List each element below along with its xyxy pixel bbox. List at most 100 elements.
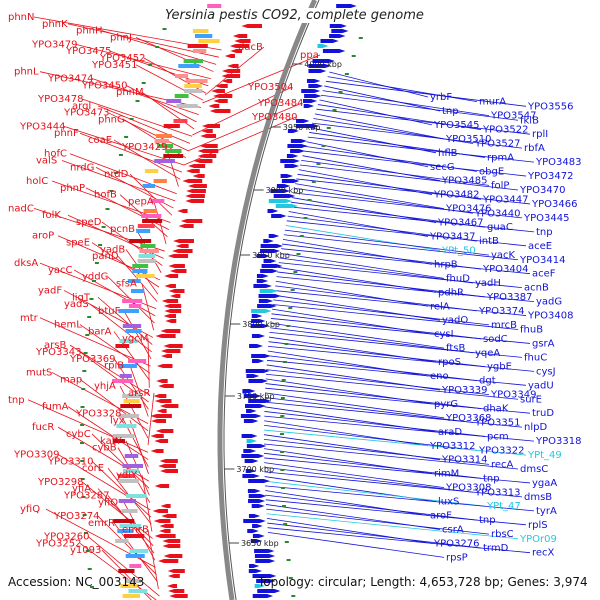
gene-label: yadO — [442, 315, 468, 326]
gene-label: YPO3467 — [437, 218, 483, 229]
label-line — [81, 481, 153, 539]
reverse-gene-arrow — [173, 239, 194, 243]
label-line — [87, 536, 160, 597]
label-line — [73, 269, 156, 317]
label-line — [117, 255, 158, 302]
reverse-gene-arrow — [201, 124, 221, 128]
reverse-gene-arrow — [169, 294, 181, 298]
label-line — [268, 341, 486, 368]
gc-marker — [155, 46, 160, 48]
gene-label: YPO3312 — [429, 441, 475, 452]
gene-label: barA — [88, 326, 112, 337]
gene-label: intB — [479, 236, 499, 247]
label-line — [316, 108, 531, 135]
reverse-gene-arrow — [241, 24, 263, 28]
label-line — [274, 290, 527, 316]
reverse-gene-arrow — [182, 179, 203, 183]
gene-label: mrcB — [491, 320, 517, 331]
gene-label: YPO3466 — [531, 199, 577, 210]
category-block — [173, 119, 188, 123]
gene-label: YPO3437 — [429, 232, 475, 243]
gene-label: phnG — [98, 115, 125, 126]
gene-label: yfiQ — [20, 504, 40, 515]
kbp-ticks: 4000 kbp 3950 kbp 3900 kbp 3850 kbp 3800 kbp… — [224, 60, 342, 548]
reverse-gene-arrow — [232, 34, 248, 38]
category-block — [122, 594, 140, 598]
gene-label: mtr — [20, 313, 39, 324]
category-block — [142, 219, 163, 223]
label-line — [265, 494, 478, 521]
gene-label: YPO3556 — [527, 101, 573, 112]
label-line — [97, 296, 153, 345]
label-line — [267, 527, 531, 554]
category-block — [166, 99, 182, 103]
gene-label: YPO3318 — [535, 436, 581, 447]
tick-label: 4000 kbp — [304, 60, 342, 69]
gene-label: yfiA — [72, 484, 91, 495]
gc-marker — [80, 478, 85, 480]
gene-label: phnL — [14, 67, 39, 78]
gene-label: speD — [76, 217, 102, 228]
forward-gene-arrow — [253, 284, 272, 288]
forward-gene-arrow — [248, 379, 268, 383]
gene-label: coaE — [88, 135, 112, 146]
label-line — [263, 443, 519, 470]
gene-label: eno — [430, 371, 449, 382]
category-block — [112, 439, 125, 443]
reverse-gene-arrow — [163, 304, 182, 308]
category-block — [115, 344, 130, 348]
label-line — [39, 317, 151, 367]
label-line — [285, 225, 441, 251]
category-block — [185, 79, 208, 83]
label-line — [69, 344, 150, 396]
reverse-gene-arrow — [154, 484, 170, 488]
reverse-gene-arrow — [180, 219, 203, 223]
category-block — [118, 309, 140, 313]
gene-label: truD — [532, 408, 554, 419]
category-block — [143, 209, 158, 213]
label-line — [311, 122, 523, 149]
gene-label: dacB — [238, 42, 263, 53]
gc-marker — [332, 109, 337, 111]
reverse-gene-arrow — [154, 439, 169, 443]
gene-label: YPO3339 — [441, 385, 487, 396]
label-line — [275, 285, 478, 312]
reverse-gene-arrow — [186, 189, 206, 193]
gene-label: YPO3470 — [519, 185, 565, 196]
forward-gene-arrow — [243, 394, 262, 398]
forward-gene-arrow — [304, 94, 322, 98]
forward-gene-arrow — [242, 389, 256, 393]
gene-label: acnB — [524, 283, 549, 294]
gene-label: corE — [82, 463, 104, 474]
forward-gene-arrow — [256, 579, 276, 583]
gene-label: YPO3504 — [247, 82, 293, 93]
gene-label: arsB — [44, 340, 66, 351]
gene-label: YPO3309 — [13, 449, 59, 460]
gene-label: folP — [491, 180, 509, 191]
category-block — [141, 214, 162, 218]
forward-gene-arrow — [290, 149, 306, 153]
forward-gene-arrow — [251, 354, 271, 358]
gene-label: YPO3483 — [535, 157, 581, 168]
label-line — [165, 146, 179, 187]
label-line — [295, 183, 445, 209]
category-block — [192, 29, 209, 33]
forward-gene-arrow — [251, 309, 272, 313]
forward-gene-arrow — [287, 144, 308, 148]
gene-label: YPO3473 — [63, 108, 109, 119]
gc-marker — [344, 73, 349, 75]
gene-label: secG — [430, 162, 455, 173]
forward-gene-arrow — [257, 589, 281, 593]
forward-gene-arrow — [267, 209, 279, 213]
gene-label: fklB — [520, 115, 539, 126]
category-block — [137, 259, 156, 263]
gene-label: hofB — [94, 190, 117, 201]
reverse-gene-arrow — [172, 249, 193, 253]
forward-gene-arrow — [248, 514, 261, 518]
forward-gene-arrow — [247, 529, 259, 533]
gene-label: emrB — [122, 525, 149, 536]
gc-marker — [280, 397, 285, 399]
gene-label: YPO3452 — [99, 53, 145, 64]
category-block — [119, 374, 132, 378]
category-block — [120, 404, 142, 408]
